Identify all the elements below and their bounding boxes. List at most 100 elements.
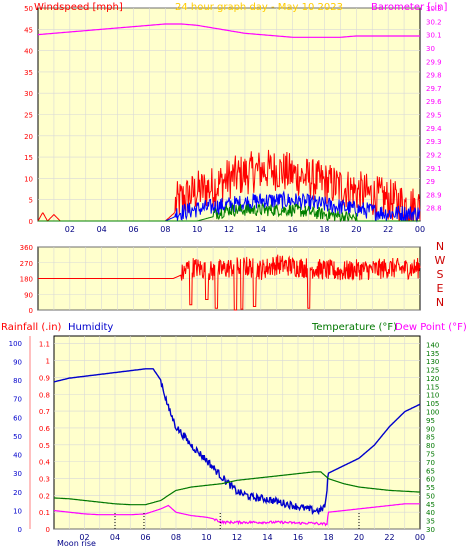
windspeed-axis-ticks: 0 5 10 15 20 25 30 35 40 45 50: [24, 5, 33, 226]
barometer-tick-label: 30.2: [426, 18, 442, 26]
time-tick-label: 16: [288, 225, 298, 234]
moon-rise-label: Moon rise: [57, 539, 96, 548]
barometer-tick-label: 29: [426, 178, 435, 186]
time-tick-label: 12: [224, 225, 234, 234]
windspeed-axis-label: Windspeed [mph]: [34, 2, 123, 13]
temperature-tick-label: 45: [426, 501, 435, 509]
barometer-tick-label: 29.2: [426, 151, 442, 159]
time-tick-label: 06: [140, 533, 150, 542]
temperature-tick-label: 130: [426, 358, 439, 366]
wind-barometer-series: [37, 23, 421, 223]
temperature-tick-label: 50: [426, 492, 435, 500]
temperature-tick-label: 95: [426, 417, 435, 425]
windspeed-tick-label: 15: [24, 154, 33, 162]
barometer-tick-label: 29.1: [426, 165, 442, 173]
temperature-tick-label: 70: [426, 459, 435, 467]
rainfall-tick-label: 0.3: [39, 475, 50, 483]
time-tick-label: 20: [351, 225, 361, 234]
temperature-axis-label: Temperature (°F): [311, 322, 397, 333]
temperature-tick-label: 115: [426, 383, 439, 391]
direction-tick-label: 0: [29, 307, 33, 315]
barometer-tick-label: 29.7: [426, 85, 442, 93]
compass-label-N: N: [436, 296, 444, 309]
temperature-tick-label: 35: [426, 518, 435, 526]
compass-label-E: E: [437, 282, 444, 295]
temperature-line: [54, 471, 421, 506]
windspeed-tick-label: 5: [29, 197, 33, 205]
rainfall-tick-label: 1: [46, 358, 50, 366]
humidity-tick-label: 20: [13, 489, 22, 497]
temperature-tick-label: 100: [426, 409, 439, 417]
time-tick-label: 20: [354, 533, 364, 542]
direction-tick-label: 360: [20, 244, 33, 252]
temperature-tick-label: 135: [426, 350, 439, 358]
barometer-tick-label: 29.5: [426, 112, 442, 120]
windspeed-tick-label: 25: [24, 112, 33, 120]
temperature-tick-label: 105: [426, 400, 439, 408]
time-axis-ticks: 02 04 06 08 10 12 14 16 18 20 22 00: [65, 225, 425, 234]
windspeed-line-wind_green: [38, 202, 420, 223]
windspeed-tick-label: 40: [24, 48, 33, 56]
rainfall-tick-label: 0: [46, 526, 50, 534]
dew-point-axis-label: Dew Point (°F): [395, 322, 466, 333]
temperature-tick-label: 55: [426, 484, 435, 492]
barometer-tick-label: 30: [426, 45, 435, 53]
time-tick-label: 04: [97, 225, 107, 234]
compass-label-W: W: [435, 254, 446, 267]
barometer-tick-label: 30.3: [426, 5, 442, 13]
time-tick-label: 00: [415, 225, 425, 234]
temperature-tick-label: 140: [426, 341, 439, 349]
wind-direction-line: [38, 254, 421, 311]
direction-tick-label: 270: [20, 260, 33, 268]
humidity-axis-label: Humidity: [68, 322, 113, 333]
rainfall-tick-label: 0.1: [39, 509, 50, 517]
time-tick-label: 10: [192, 225, 202, 234]
temperature-axis-ticks: 3035404550556065707580859095100105110115…: [426, 341, 439, 534]
temperature-tick-label: 110: [426, 392, 439, 400]
time-tick-label: 18: [323, 533, 333, 542]
time-tick-label: 02: [65, 225, 75, 234]
time-tick-label: 22: [384, 533, 394, 542]
barometer-tick-label: 29.3: [426, 138, 442, 146]
windspeed-tick-label: 50: [24, 5, 33, 13]
compass-label-N: N: [436, 240, 444, 253]
chart-title: 24 hour graph day - May 10 2023: [175, 2, 343, 13]
temperature-tick-label: 85: [426, 434, 435, 442]
rain-humidity-temp-series: [53, 368, 421, 527]
windspeed-tick-label: 35: [24, 69, 33, 77]
rainfall-tick-label: 0.4: [39, 459, 51, 467]
temperature-tick-label: 40: [426, 509, 435, 517]
barometer-axis-ticks: 28.8 28.9 29 29.1 29.2 29.3 29.4 29.5 29.6 29.7 29…: [426, 5, 442, 213]
humidity-tick-label: 50: [13, 433, 22, 441]
time-tick-label: 14: [262, 533, 272, 542]
rainfall-tick-label: 0.9: [39, 374, 50, 382]
compass-label-S: S: [437, 268, 444, 281]
temperature-tick-label: 90: [426, 425, 435, 433]
temperature-tick-label: 120: [426, 375, 439, 383]
dew_point-line: [53, 503, 420, 527]
barometer-tick-label: 29.8: [426, 72, 442, 80]
humidity-tick-label: 0: [18, 526, 22, 534]
barometer-axis-label: Barometer [.in]: [371, 2, 447, 13]
rainfall-tick-label: 0.8: [39, 391, 50, 399]
windspeed-tick-label: 45: [24, 26, 33, 34]
direction-tick-label: 180: [20, 276, 33, 284]
rainfall-tick-label: 0.7: [39, 408, 50, 416]
time-tick-label: 12: [232, 533, 242, 542]
barometer-tick-label: 30.1: [426, 32, 442, 40]
direction-axis-ticks: 0 90 180 270 360: [20, 244, 33, 315]
time-tick-label: 06: [128, 225, 138, 234]
barometer-tick-label: 28.8: [426, 205, 442, 213]
windspeed-tick-label: 30: [24, 90, 33, 98]
temperature-tick-label: 60: [426, 476, 435, 484]
windspeed-tick-label: 20: [24, 133, 33, 141]
wind-direction-series: [38, 254, 421, 311]
humidity-axis-ticks: 0 10 20 30 40 50 60 70 80 90 100: [9, 340, 22, 534]
humidity-tick-label: 10: [13, 507, 22, 515]
humidity-tick-label: 40: [13, 452, 22, 460]
time-axis-ticks-bottom: 02 04 06 08 10 12 14 16 18 20 22 00: [79, 533, 425, 542]
time-tick-label: 04: [110, 533, 120, 542]
